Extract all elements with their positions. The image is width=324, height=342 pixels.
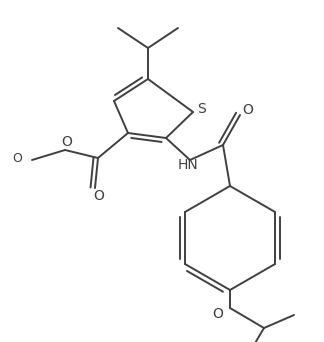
Text: O: O <box>12 152 22 165</box>
Text: S: S <box>197 102 205 116</box>
Text: O: O <box>94 189 104 203</box>
Text: O: O <box>213 307 224 321</box>
Text: HN: HN <box>178 158 198 172</box>
Text: O: O <box>62 135 73 149</box>
Text: O: O <box>243 103 253 117</box>
